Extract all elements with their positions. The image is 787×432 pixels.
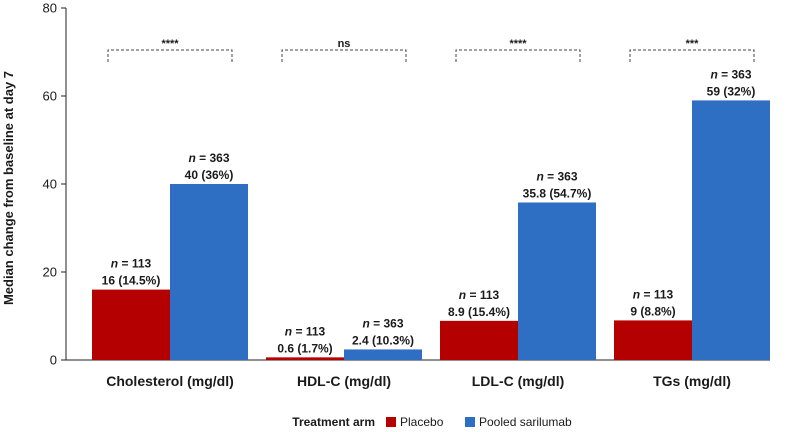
x-category-label: Cholesterol (mg/dl) <box>106 373 234 389</box>
bar-sarilumab <box>518 202 596 360</box>
bar-value-label: 16 (14.5%) <box>102 274 161 288</box>
bar-value-label: 59 (32%) <box>707 84 756 98</box>
y-tick-label: 20 <box>43 265 57 280</box>
significance-bracket <box>455 49 581 62</box>
bar-n-label: n = 363 <box>188 151 229 165</box>
bar-sarilumab <box>692 100 770 361</box>
bar-value-label: 9 (8.8%) <box>630 304 675 318</box>
bar-value-label: 8.9 (15.4%) <box>448 305 510 319</box>
bar-placebo <box>614 320 692 360</box>
bar-value-label: 0.6 (1.7%) <box>277 341 332 355</box>
y-tick-label: 80 <box>43 1 57 16</box>
bar-value-label: 2.4 (10.3%) <box>352 333 414 347</box>
bar-sarilumab <box>170 184 248 360</box>
bar-n-label: n = 113 <box>111 257 152 271</box>
y-tick-label: 40 <box>43 177 57 192</box>
bar-n-label: n = 113 <box>633 287 674 301</box>
legend-label: Placebo <box>400 415 444 429</box>
y-tick-label: 0 <box>50 353 57 368</box>
legend-swatch <box>465 417 475 427</box>
legend-label: Pooled sarilumab <box>479 415 572 429</box>
x-category-label: LDL-C (mg/dl) <box>472 373 565 389</box>
significance-bracket <box>281 49 407 62</box>
significance-label: *** <box>686 38 700 50</box>
significance-bracket <box>629 49 755 62</box>
y-axis-label: Median change from baseline at day 7 <box>1 71 16 305</box>
bar-placebo <box>440 320 518 360</box>
bar-placebo <box>92 289 170 360</box>
bar-value-label: 40 (36%) <box>185 168 234 182</box>
bar-sarilumab <box>344 349 422 360</box>
x-category-label: HDL-C (mg/dl) <box>297 373 391 389</box>
legend-title: Treatment arm <box>292 415 375 429</box>
significance-label: **** <box>161 38 179 50</box>
bar-value-label: 35.8 (54.7%) <box>523 186 592 200</box>
bar-placebo <box>266 357 344 360</box>
x-category-label: TGs (mg/dl) <box>653 373 731 389</box>
significance-label: **** <box>509 38 527 50</box>
y-tick-label: 60 <box>43 89 57 104</box>
significance-label: ns <box>338 38 351 50</box>
bar-n-label: n = 363 <box>362 316 403 330</box>
bar-n-label: n = 113 <box>285 324 326 338</box>
bar-n-label: n = 363 <box>536 169 577 183</box>
significance-bracket <box>107 49 233 62</box>
bar-n-label: n = 113 <box>459 288 500 302</box>
legend-swatch <box>386 417 396 427</box>
bar-n-label: n = 363 <box>710 67 751 81</box>
